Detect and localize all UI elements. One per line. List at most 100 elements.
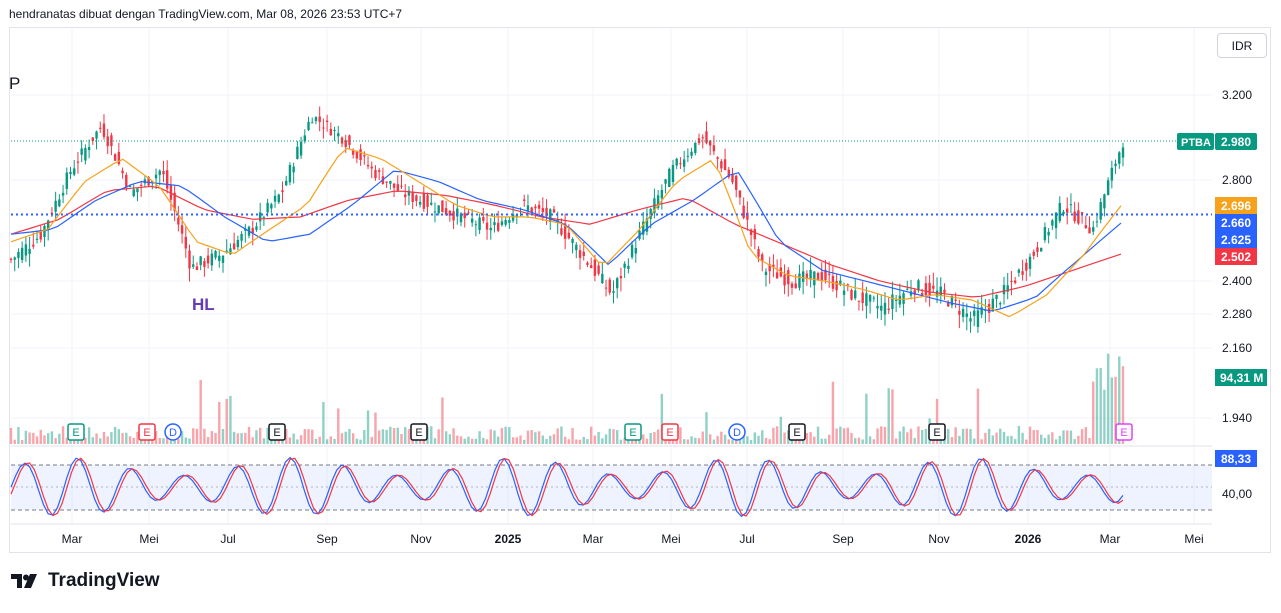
volume-bar (199, 379, 202, 444)
volume-bar (478, 431, 481, 444)
candle-body (452, 211, 455, 221)
volume-bar (303, 429, 307, 444)
volume-bar (816, 426, 820, 444)
volume-bar (1095, 368, 1099, 444)
candle-body (147, 177, 150, 186)
candle-body (24, 244, 28, 256)
volume-bar (705, 412, 708, 444)
candle-body (396, 184, 399, 191)
candle-body (865, 293, 868, 306)
candle-body (1025, 262, 1028, 271)
volume-bar (809, 432, 812, 444)
candle-body (199, 256, 202, 265)
candle-body (612, 291, 615, 293)
volume-bar (1118, 356, 1121, 444)
candle-body (32, 244, 35, 247)
volume-bar (969, 429, 972, 444)
volume-bar (1114, 376, 1117, 444)
candle-body (288, 165, 292, 183)
volume-bar (563, 436, 567, 444)
candle-body (999, 303, 1002, 305)
candle-body (787, 270, 790, 285)
candle-body (1073, 211, 1076, 222)
candle-body (813, 271, 816, 286)
volume-bar (102, 431, 106, 444)
volume-bar (1054, 439, 1058, 444)
event-marker-label: E (273, 427, 280, 439)
candle-body (61, 192, 65, 196)
tradingview-footer[interactable]: TradingView (10, 570, 160, 592)
volume-bar (485, 439, 489, 444)
event-marker-label: E (629, 427, 636, 439)
volume-bar (28, 432, 31, 444)
candle-body (422, 193, 426, 209)
candle-body (1013, 280, 1017, 283)
candle-body (113, 154, 117, 161)
candle-body (69, 171, 72, 175)
candle-body (545, 207, 548, 217)
x-tick-label: Mei (1184, 532, 1203, 546)
candle-body (489, 227, 492, 231)
candle-body (162, 171, 165, 175)
candle-body (668, 168, 671, 188)
candle-body (679, 163, 682, 165)
volume-bar (121, 433, 124, 444)
volume-bar (653, 432, 656, 444)
volume-bar (46, 433, 50, 444)
volume-bar (783, 432, 786, 444)
candle-body (872, 297, 876, 299)
candle-body (493, 222, 496, 226)
volume-bar (1088, 438, 1091, 444)
volume-bar (1043, 438, 1047, 444)
candle-body (824, 269, 827, 280)
candle-body (102, 123, 106, 137)
event-marker-label: E (415, 427, 422, 439)
candle-body (255, 226, 258, 230)
candle-body (809, 269, 812, 280)
candle-body (619, 276, 623, 279)
volume-bar (552, 434, 556, 444)
volume-bar (682, 439, 686, 444)
candle-body (433, 211, 437, 213)
candle-body (749, 229, 753, 236)
candle-body (1002, 285, 1006, 295)
candle-body (392, 183, 396, 188)
volume-bar (407, 429, 411, 444)
candle-body (195, 266, 199, 270)
volume-bar (221, 428, 225, 444)
x-tick-label: Mei (661, 532, 680, 546)
volume-bar (496, 436, 500, 444)
candle-body (630, 244, 634, 258)
volume-bar (898, 431, 902, 444)
volume-bar (84, 437, 87, 444)
candle-body (73, 168, 76, 175)
candle-body (775, 272, 779, 279)
candle-body (761, 254, 764, 262)
volume-bar (850, 432, 853, 444)
volume-bar (154, 430, 158, 444)
volume-bar (749, 439, 753, 444)
candle-body (192, 264, 195, 267)
volume-bar (839, 426, 842, 444)
candle-body (95, 131, 98, 139)
volume-bar (232, 431, 236, 444)
candle-body (496, 222, 500, 231)
candle-body (281, 190, 284, 192)
candle-body (783, 274, 786, 286)
candle-body (560, 228, 563, 235)
candle-body (1069, 204, 1073, 206)
volume-bar (537, 431, 541, 444)
candle-body (623, 263, 626, 268)
volume-bar (660, 393, 664, 444)
volume-bar (482, 437, 485, 444)
candle-body (649, 208, 652, 219)
candle-body (206, 255, 210, 264)
candle-body (39, 230, 42, 240)
tradingview-brand: TradingView (48, 570, 160, 591)
candle-body (154, 174, 158, 179)
currency-button[interactable]: IDR (1217, 33, 1267, 58)
candle-body (947, 302, 950, 307)
volume-bar (712, 439, 716, 444)
candle-body (184, 236, 187, 249)
